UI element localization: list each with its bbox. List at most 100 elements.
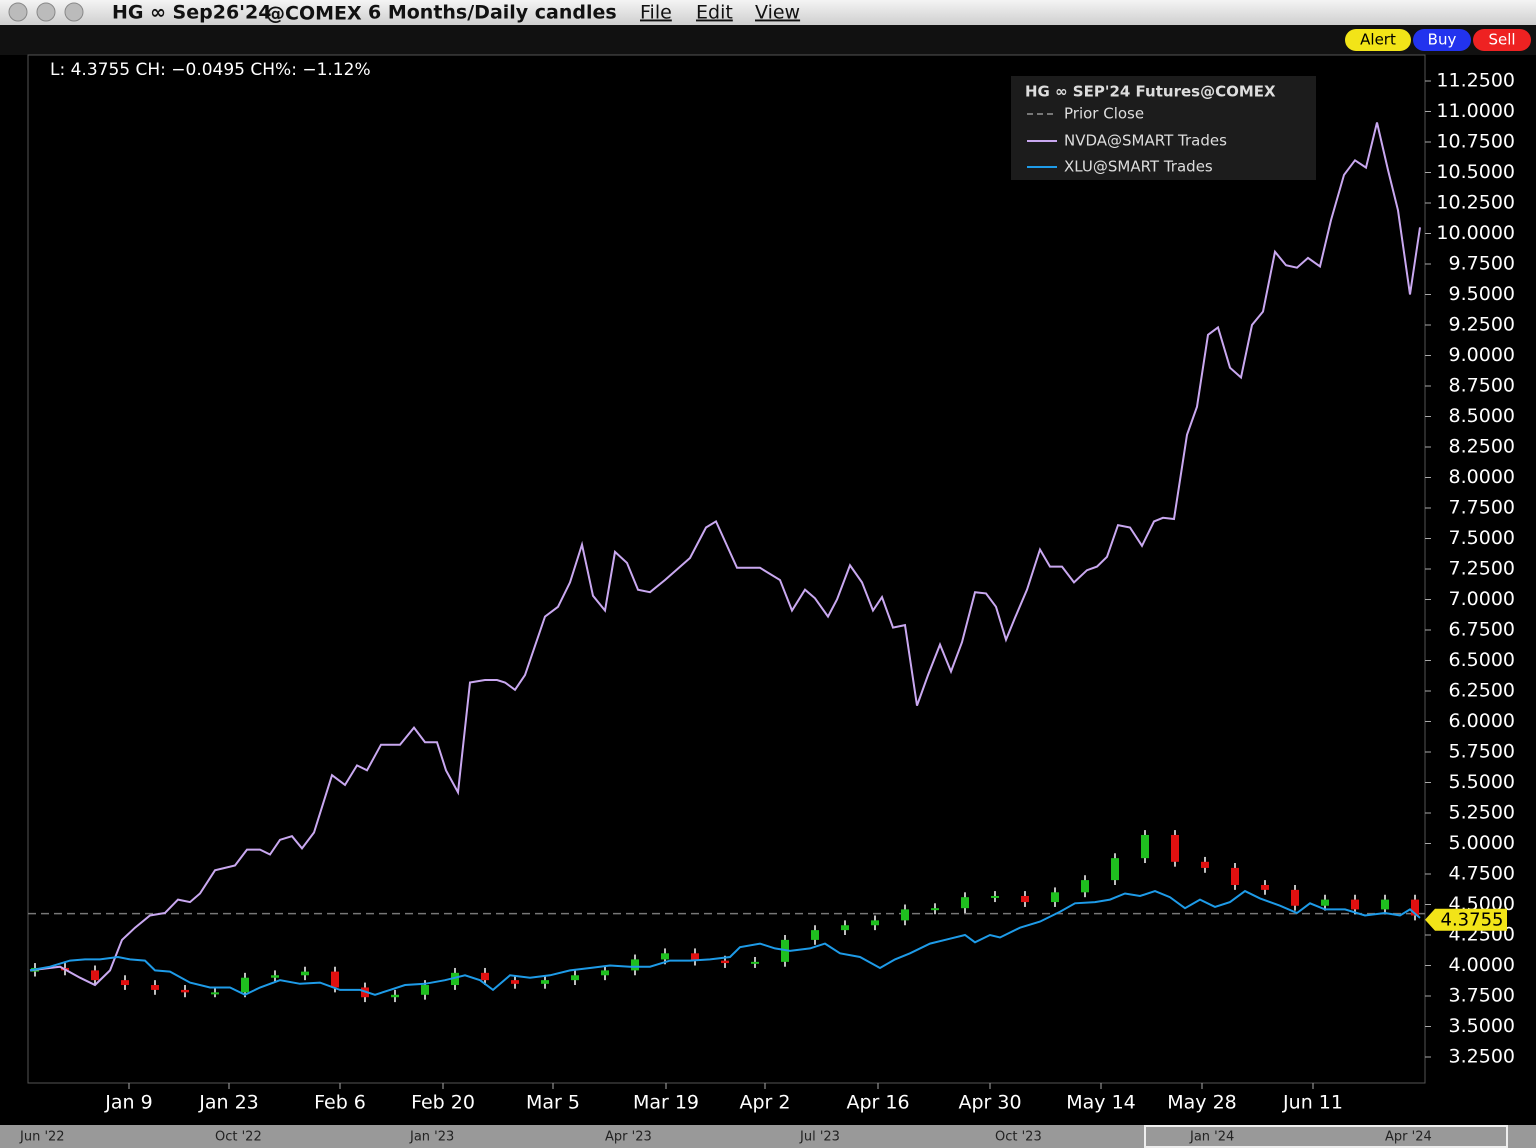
candle-body <box>121 980 129 986</box>
y-tick-label: 5.5000 <box>1449 771 1515 793</box>
candle-body <box>1201 861 1209 868</box>
y-tick-label: 7.0000 <box>1449 588 1515 610</box>
y-tick-label: 8.2500 <box>1449 435 1515 457</box>
y-tick-label: 7.7500 <box>1449 496 1515 518</box>
button-label[interactable]: Sell <box>1488 31 1515 49</box>
price-info: L: 4.3755 CH: −0.0495 CH%: −1.12% <box>50 60 371 80</box>
y-tick-label: 3.2500 <box>1449 1046 1515 1068</box>
y-tick-label: 10.5000 <box>1436 161 1515 183</box>
alert-button[interactable] <box>1345 29 1411 51</box>
candle-body <box>241 977 249 993</box>
candle-body <box>541 980 549 984</box>
y-tick-label: 6.5000 <box>1449 649 1515 671</box>
x-tick-label: Mar 19 <box>633 1092 699 1114</box>
candle-body <box>1231 867 1239 885</box>
candle-body <box>811 930 819 940</box>
candle-body <box>211 992 219 995</box>
y-tick-label: 11.0000 <box>1436 100 1515 122</box>
navigator-window <box>1144 1125 1508 1148</box>
candle-body <box>1021 895 1029 903</box>
sell-button[interactable] <box>1473 29 1531 51</box>
menu[interactable]: File <box>640 2 672 24</box>
y-tick-label: 9.7500 <box>1449 252 1515 274</box>
y-tick-label: 5.7500 <box>1449 741 1515 763</box>
y-tick-label: 8.7500 <box>1449 374 1515 396</box>
buy-button[interactable] <box>1413 29 1471 51</box>
y-tick-label: 5.0000 <box>1449 832 1515 854</box>
x-tick-label: Apr 2 <box>740 1092 791 1114</box>
x-tick-label: Mar 5 <box>526 1092 580 1114</box>
candle-body <box>1051 892 1059 903</box>
y-tick-label: 8.5000 <box>1449 405 1515 427</box>
candle-body <box>871 920 879 926</box>
legend-label: XLU@SMART Trades <box>1064 158 1213 176</box>
period[interactable]: 6 Months/Daily candles <box>368 2 617 24</box>
price-tag <box>1425 908 1507 931</box>
candle-body <box>1381 899 1389 910</box>
candle-body <box>1141 834 1149 859</box>
candle-body <box>181 989 189 993</box>
candle-body <box>1081 880 1089 893</box>
navigator-label: Apr '23 <box>605 1130 652 1145</box>
x-tick-label: Feb 6 <box>314 1092 366 1114</box>
y-tick-label: 9.2500 <box>1449 313 1515 335</box>
candle-body <box>901 909 909 921</box>
window-button[interactable] <box>64 2 84 22</box>
candle-body <box>931 908 939 911</box>
candle-body <box>301 971 309 976</box>
navigator-label: Oct '23 <box>995 1130 1042 1145</box>
button-label[interactable]: Alert <box>1360 31 1396 49</box>
button-label[interactable]: Buy <box>1428 31 1457 49</box>
window-button[interactable] <box>8 2 28 22</box>
legend-label: Prior Close <box>1064 105 1144 123</box>
y-tick-label: 4.0000 <box>1449 954 1515 976</box>
candle-body <box>271 975 279 978</box>
x-tick-label: May 14 <box>1066 1092 1136 1114</box>
candle-body <box>331 971 339 988</box>
line-series <box>29 889 1421 996</box>
candle-body <box>751 961 759 964</box>
exchange[interactable]: @COMEX <box>266 3 362 25</box>
y-tick-label: 5.2500 <box>1449 802 1515 824</box>
navigator-label: Jul '23 <box>799 1130 840 1145</box>
x-tick-label: Apr 16 <box>846 1092 909 1114</box>
navigator-label: Jan '23 <box>409 1130 454 1145</box>
legend-label: NVDA@SMART Trades <box>1064 132 1227 150</box>
candle-body <box>1351 899 1359 910</box>
candle-body <box>1291 889 1299 906</box>
y-tick-label: 6.7500 <box>1449 619 1515 641</box>
x-tick-label: Apr 30 <box>958 1092 1021 1114</box>
candle-body <box>1111 858 1119 881</box>
candle-body <box>991 895 999 898</box>
candle-body <box>601 970 609 976</box>
candle-body <box>391 994 399 998</box>
y-tick-label: 8.0000 <box>1449 466 1515 488</box>
toolbar <box>0 25 1536 55</box>
candle-body <box>721 960 729 964</box>
candle-body <box>1171 834 1179 862</box>
candle-body <box>571 975 579 981</box>
legend-title: HG ∞ SEP'24 Futures@COMEX <box>1025 83 1276 101</box>
window-button[interactable] <box>36 2 56 22</box>
y-tick-label: 7.5000 <box>1449 527 1515 549</box>
candle-body <box>481 972 489 981</box>
x-tick-label: Feb 20 <box>411 1092 475 1114</box>
y-tick-label: 6.2500 <box>1449 680 1515 702</box>
navigator-label: Jun '22 <box>19 1130 65 1145</box>
symbol[interactable]: HG ∞ Sep26'24 <box>112 2 271 24</box>
candle-body <box>841 925 849 931</box>
plot-area <box>27 54 1426 1084</box>
navigator-label: Oct '22 <box>215 1130 262 1145</box>
y-tick-label: 11.2500 <box>1436 69 1515 91</box>
x-tick-label: Jan 9 <box>104 1092 152 1114</box>
line-series <box>29 122 1421 987</box>
candle-body <box>691 953 699 961</box>
menu[interactable]: Edit <box>696 2 733 24</box>
y-tick-label: 9.0000 <box>1449 344 1515 366</box>
candle-body <box>1321 899 1329 906</box>
navigator[interactable] <box>0 1125 1536 1148</box>
candle-body <box>961 897 969 909</box>
menu[interactable]: View <box>755 2 800 24</box>
